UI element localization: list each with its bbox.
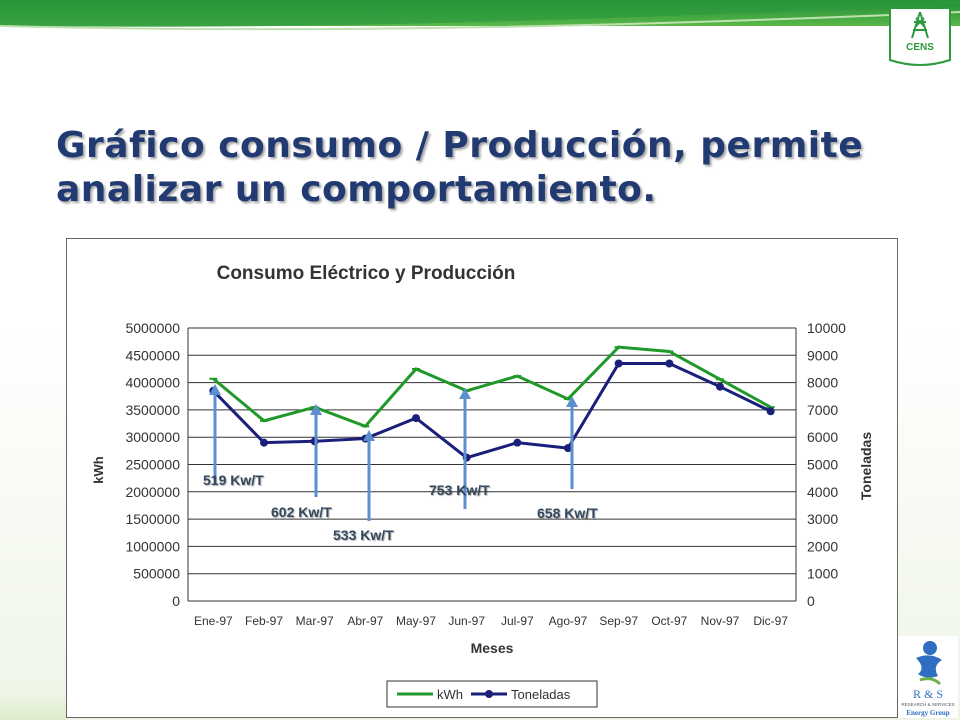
y-tick-label: 1000000 bbox=[125, 538, 180, 554]
y2-tick-label: 9000 bbox=[807, 347, 838, 363]
cens-logo-text: CENS bbox=[906, 42, 934, 53]
rs-logo-main: R & S bbox=[913, 687, 943, 701]
y-tick-label: 2000000 bbox=[125, 484, 180, 500]
y2-tick-label: 0 bbox=[807, 593, 815, 609]
y-tick-label: 4500000 bbox=[125, 347, 180, 363]
point-toneladas bbox=[513, 438, 522, 447]
left-axis-ticks: 0 500000 1000000 1500000 2000000 2500000 30000… bbox=[125, 320, 180, 609]
x-tick-label: Dic-97 bbox=[753, 614, 788, 628]
point-toneladas bbox=[260, 438, 268, 447]
legend-toneladas-marker bbox=[485, 690, 493, 698]
x-tick-label: Oct-97 bbox=[651, 614, 687, 628]
point-toneladas bbox=[665, 359, 674, 368]
cens-logo: CENS bbox=[889, 7, 951, 66]
x-axis-ticks: Ene-97 Feb-97 Mar-97 Abr-97 May-97 Jun-97 Jul-… bbox=[194, 614, 788, 628]
y2-tick-label: 5000 bbox=[807, 457, 838, 473]
y-tick-label: 3500000 bbox=[125, 402, 180, 418]
y2-tick-label: 10000 bbox=[807, 320, 846, 336]
x-tick-label: Sep-97 bbox=[599, 614, 638, 628]
y2-tick-label: 3000 bbox=[807, 511, 838, 527]
legend-toneladas-label: Toneladas bbox=[511, 687, 571, 702]
chart-series bbox=[209, 345, 775, 462]
annotation-label: 602 Kw/T bbox=[271, 504, 332, 520]
series-line-0 bbox=[212, 345, 772, 429]
annotation-label: 533 Kw/T bbox=[333, 527, 394, 543]
series-line-1 bbox=[212, 361, 772, 460]
y-tick-label: 3000000 bbox=[125, 429, 180, 445]
x-tick-label: Ene-97 bbox=[194, 614, 233, 628]
top-banner-sweep bbox=[0, 0, 960, 31]
y-tick-label: 5000000 bbox=[125, 320, 180, 336]
x-tick-label: Ago-97 bbox=[549, 614, 588, 628]
rs-energy-logo: R & S RESEARCH & SERVICES Energy Group bbox=[898, 636, 958, 718]
annotation-arrowhead bbox=[459, 388, 471, 399]
legend-kwh-label: kWh bbox=[437, 687, 463, 702]
point-toneladas bbox=[766, 407, 775, 416]
y2-tick-label: 6000 bbox=[807, 429, 838, 445]
y-tick-label: 1500000 bbox=[125, 511, 180, 527]
x-tick-label: Abr-97 bbox=[347, 614, 383, 628]
footer-accent bbox=[0, 692, 66, 720]
annotation-arrowhead bbox=[209, 384, 221, 395]
x-tick-label: Jul-97 bbox=[501, 614, 534, 628]
right-axis-ticks: 0 1000 2000 3000 4000 5000 6000 7000 8000 9000 100… bbox=[807, 320, 846, 609]
x-tick-label: Feb-97 bbox=[245, 614, 283, 628]
y2-tick-label: 4000 bbox=[807, 484, 838, 500]
point-toneladas bbox=[412, 414, 420, 423]
slide-title: Gráfico consumo / Producción, permite an… bbox=[56, 125, 864, 210]
chart-legend: kWh Toneladas bbox=[386, 680, 598, 708]
point-toneladas bbox=[716, 382, 724, 391]
x-tick-label: Jun-97 bbox=[448, 614, 485, 628]
y-tick-label: 4000000 bbox=[125, 375, 180, 391]
annotation-arrowhead bbox=[566, 396, 578, 407]
annotation-arrowhead bbox=[363, 430, 375, 441]
chart-gridlines bbox=[187, 327, 797, 602]
y2-tick-label: 1000 bbox=[807, 566, 838, 582]
y-tick-label: 0 bbox=[172, 593, 180, 609]
y-tick-label: 2500000 bbox=[125, 457, 180, 473]
y2-axis-label: Toneladas bbox=[858, 432, 874, 500]
chart-panel: Consumo Eléctrico y Producción 0 500000 10… bbox=[66, 238, 898, 718]
annotation-label: 753 Kw/T bbox=[429, 482, 490, 498]
rs-logo-sub: RESEARCH & SERVICES bbox=[901, 702, 954, 707]
y-axis-label: kWh bbox=[91, 456, 106, 484]
y2-tick-label: 7000 bbox=[807, 402, 838, 418]
point-toneladas bbox=[614, 359, 623, 368]
y-tick-label: 500000 bbox=[133, 566, 180, 582]
annotation-arrowhead bbox=[310, 404, 322, 415]
x-tick-label: Mar-97 bbox=[296, 614, 334, 628]
x-tick-label: May-97 bbox=[396, 614, 436, 628]
chart-svg: Consumo Eléctrico y Producción 0 500000 10… bbox=[91, 263, 874, 708]
annotation-label: 658 Kw/T bbox=[537, 505, 598, 521]
x-tick-label: Nov-97 bbox=[701, 614, 740, 628]
annotation-label: 519 Kw/T bbox=[203, 472, 264, 488]
point-toneladas bbox=[564, 444, 572, 453]
y2-tick-label: 8000 bbox=[807, 375, 838, 391]
y2-tick-label: 2000 bbox=[807, 538, 838, 554]
rs-logo-tagline: Energy Group bbox=[906, 709, 949, 717]
chart-title: Consumo Eléctrico y Producción bbox=[217, 263, 516, 284]
x-axis-label: Meses bbox=[471, 640, 514, 656]
